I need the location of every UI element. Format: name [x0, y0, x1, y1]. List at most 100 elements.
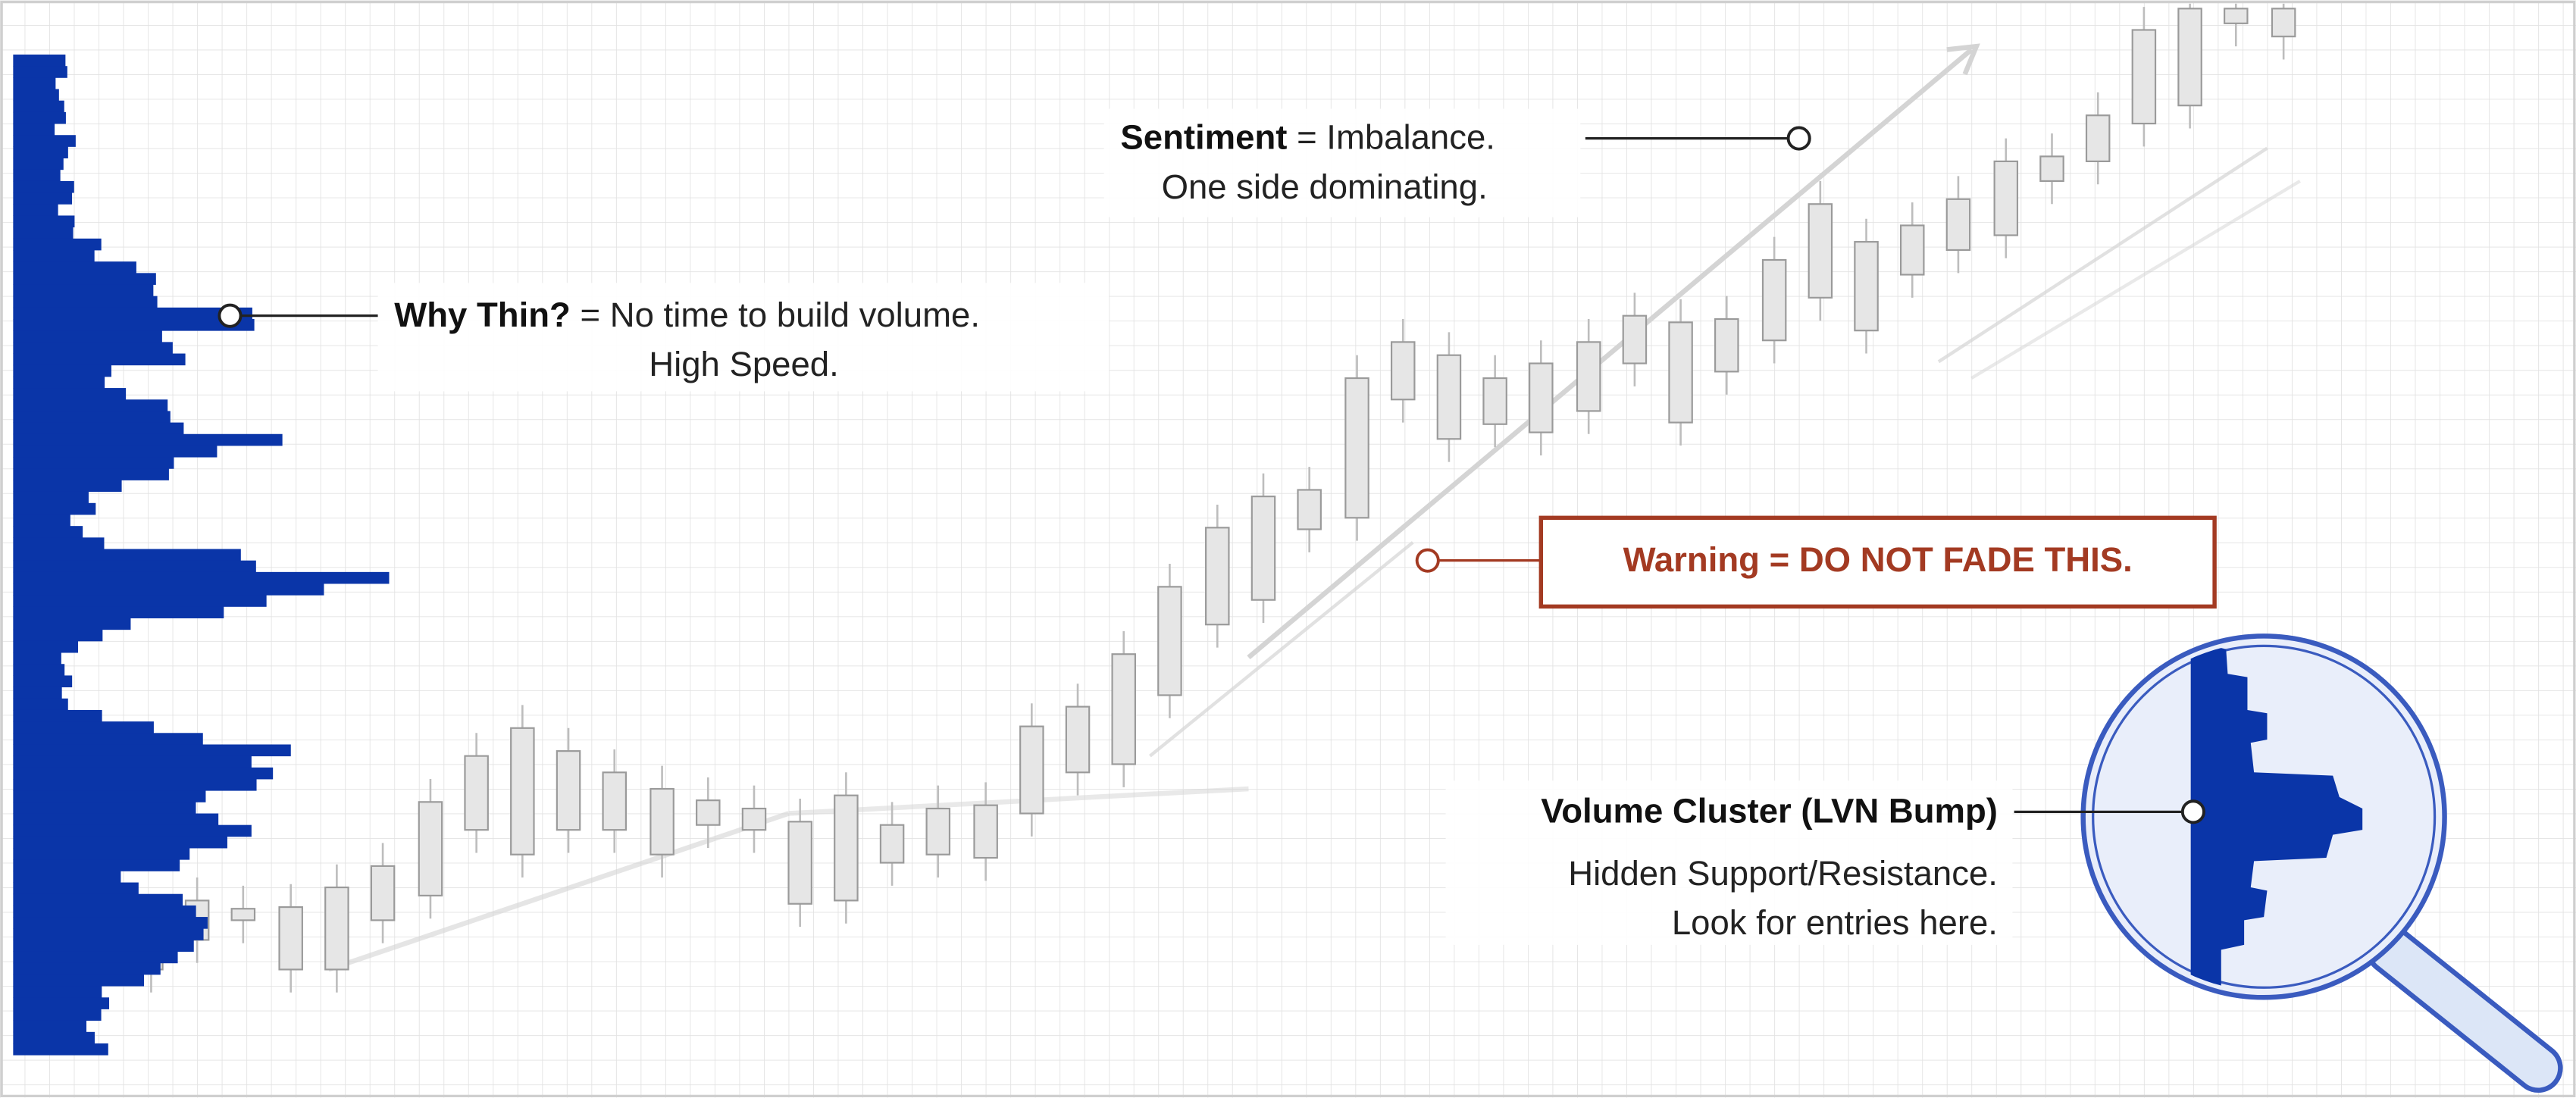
profile-bar: [13, 445, 218, 458]
profile-bar: [13, 675, 73, 688]
candle-body: [2085, 114, 2111, 162]
profile-bar: [13, 664, 65, 676]
profile-bar: [13, 859, 180, 871]
candle-body: [1993, 160, 2019, 236]
candle-body: [2131, 29, 2157, 125]
candle-body: [649, 787, 675, 856]
candle-body: [278, 906, 303, 971]
profile-bar: [13, 537, 105, 549]
profile-bar: [13, 364, 111, 377]
profile-bar: [13, 1043, 108, 1056]
profile-bar: [13, 813, 219, 826]
profile-bar: [13, 169, 61, 182]
profile-bar: [13, 721, 154, 734]
profile-bar: [13, 790, 206, 802]
profile-bar: [13, 618, 131, 630]
profile-bar: [13, 480, 122, 493]
candle-body: [834, 794, 859, 902]
profile-bar: [13, 571, 390, 584]
profile-bar: [13, 905, 196, 918]
trend-lines: [327, 43, 2301, 972]
profile-bar: [13, 353, 186, 366]
profile-bar: [13, 468, 169, 480]
candle-body: [602, 771, 627, 831]
candle-body: [2271, 8, 2296, 38]
candle-body: [1111, 653, 1136, 765]
profile-bar: [13, 388, 127, 400]
profile-bar: [13, 1031, 95, 1044]
annotation-text: = No time to build volume.: [581, 296, 980, 334]
profile-bar: [13, 836, 227, 849]
profile-bar: [13, 422, 184, 435]
candle-body: [696, 799, 721, 826]
candle-body: [2224, 8, 2249, 24]
profile-bar: [13, 319, 255, 331]
candle-body: [1714, 318, 1739, 373]
profile-bar: [13, 824, 252, 837]
annotation-text: High Speed.: [649, 345, 839, 383]
annotation-text: Hidden Support/Resistance.: [1568, 854, 1998, 893]
candle-body: [1854, 241, 1879, 332]
profile-bar: [13, 457, 174, 469]
annotation-label: Volume Cluster (LVN Bump): [1541, 792, 1998, 831]
profile-bar: [13, 687, 62, 699]
annotation-label: Why Thin?: [394, 296, 571, 334]
label-bg: [1103, 108, 1581, 217]
candle-body: [1668, 321, 1693, 424]
profile-bar: [13, 296, 158, 308]
candle-body: [1205, 527, 1230, 626]
profile-bar: [13, 882, 139, 895]
candle-body: [1576, 341, 1601, 412]
profile-bar: [13, 560, 256, 573]
candle-body: [1157, 586, 1182, 696]
profile-bar: [13, 606, 224, 618]
candle-body: [510, 727, 535, 856]
connector-dot: [2180, 799, 2205, 824]
candle-body: [879, 824, 905, 864]
profile-bar: [13, 238, 102, 251]
profile-bar: [13, 767, 274, 780]
label-bg: [1445, 780, 2013, 945]
profile-bar: [13, 1020, 87, 1033]
profile-bar: [13, 848, 190, 860]
profile-bar: [13, 307, 252, 320]
profile-bar: [13, 411, 171, 424]
profile-bar: [13, 744, 291, 757]
profile-bar: [13, 595, 267, 607]
profile-bar: [13, 284, 154, 297]
warning-box: [1538, 515, 2217, 609]
profile-bar: [13, 502, 96, 515]
profile-bar: [13, 55, 66, 67]
candle-body: [1899, 224, 1925, 276]
profile-bar: [13, 871, 121, 883]
candle-body: [1297, 489, 1322, 530]
profile-bar: [13, 330, 162, 343]
profile-bar: [13, 802, 196, 814]
connector-dot: [1786, 126, 1811, 151]
profile-bar: [13, 1009, 102, 1021]
candle-body: [1622, 314, 1648, 364]
annotation-text: One side dominating.: [1162, 167, 1488, 206]
annotation-text: = Imbalance.: [1297, 118, 1495, 157]
profile-bar: [13, 755, 252, 768]
candlesticks: [139, 3, 2296, 993]
profile-bar: [13, 733, 203, 745]
profile-bar: [13, 709, 102, 722]
magnifier: [2080, 633, 2563, 1093]
profile-bar: [13, 997, 110, 1009]
profile-bar: [13, 514, 70, 527]
profile-bar: [13, 124, 55, 136]
profile-bar: [13, 526, 83, 538]
annotation: Sentiment = Imbalance.: [1120, 118, 1495, 157]
profile-bar: [13, 180, 74, 193]
candle-body: [418, 801, 443, 896]
candle-body: [741, 807, 767, 831]
profile-bar: [13, 629, 103, 642]
profile-bar: [13, 951, 178, 964]
profile-bar: [13, 77, 56, 89]
candle-body: [1019, 725, 1044, 815]
candle-body: [1482, 377, 1507, 425]
profile-bar: [13, 100, 64, 113]
candle-body: [324, 886, 349, 971]
